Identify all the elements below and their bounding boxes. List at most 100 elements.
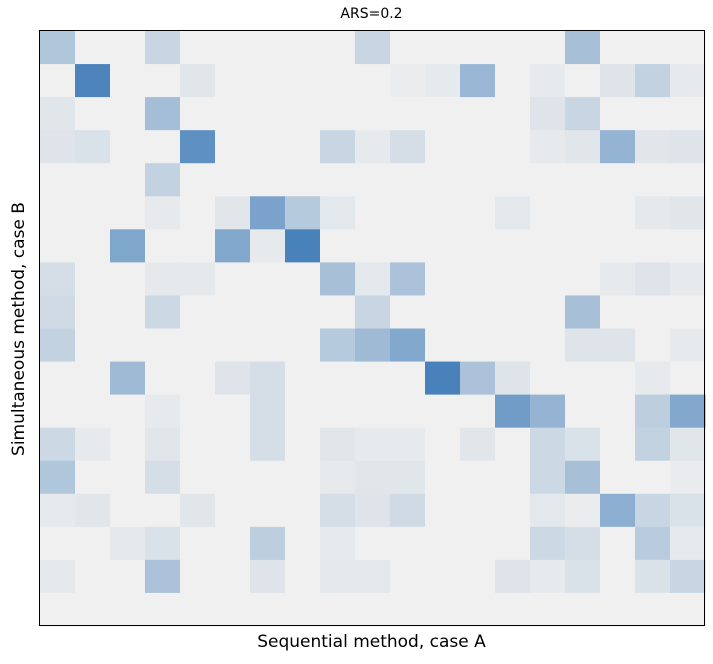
heatmap-cell bbox=[250, 130, 286, 164]
heatmap-cell bbox=[390, 361, 426, 396]
heatmap-cell bbox=[285, 196, 321, 230]
heatmap-cell bbox=[40, 460, 76, 495]
heatmap-cell bbox=[110, 592, 146, 627]
heatmap-cell bbox=[75, 97, 111, 131]
heatmap-cell bbox=[145, 163, 181, 197]
heatmap-cell bbox=[320, 229, 356, 263]
heatmap-cell bbox=[530, 427, 566, 462]
heatmap-cell bbox=[250, 163, 286, 197]
heatmap-cell bbox=[600, 592, 636, 627]
heatmap-cell bbox=[75, 328, 111, 363]
heatmap-cell bbox=[180, 262, 216, 297]
heatmap-cell bbox=[670, 526, 706, 561]
heatmap-cell bbox=[180, 295, 216, 330]
heatmap-cell bbox=[215, 262, 251, 297]
heatmap-cell bbox=[320, 97, 356, 131]
heatmap-cell bbox=[425, 97, 461, 131]
heatmap-cell bbox=[110, 460, 146, 495]
heatmap-cell bbox=[495, 163, 531, 197]
heatmap-cell bbox=[320, 328, 356, 363]
heatmap-cell bbox=[460, 229, 496, 263]
heatmap-cell bbox=[40, 163, 76, 197]
heatmap-cell bbox=[355, 97, 391, 131]
heatmap-cell bbox=[215, 163, 251, 197]
heatmap-cell bbox=[320, 295, 356, 330]
heatmap-cell bbox=[390, 163, 426, 197]
heatmap-cell bbox=[250, 196, 286, 230]
heatmap-cell bbox=[285, 361, 321, 396]
heatmap-cell bbox=[425, 427, 461, 462]
heatmap-cell bbox=[530, 229, 566, 263]
heatmap-cell bbox=[425, 460, 461, 495]
heatmap-cell bbox=[250, 526, 286, 561]
heatmap-cell bbox=[460, 295, 496, 330]
heatmap-cell bbox=[180, 130, 216, 164]
heatmap-cell bbox=[215, 493, 251, 528]
heatmap-cell bbox=[565, 196, 601, 230]
heatmap-cell bbox=[565, 361, 601, 396]
heatmap-cell bbox=[40, 493, 76, 528]
heatmap-cell bbox=[250, 427, 286, 462]
heatmap-cell bbox=[75, 460, 111, 495]
heatmap-cell bbox=[565, 229, 601, 263]
heatmap-cell bbox=[75, 361, 111, 396]
heatmap-cell bbox=[565, 130, 601, 164]
heatmap-cell bbox=[635, 493, 671, 528]
heatmap-cell bbox=[600, 229, 636, 263]
heatmap-cell bbox=[215, 97, 251, 131]
heatmap-cell bbox=[285, 262, 321, 297]
heatmap-cell bbox=[460, 130, 496, 164]
heatmap-cell bbox=[390, 559, 426, 594]
heatmap-cell bbox=[635, 328, 671, 363]
heatmap-cell bbox=[355, 163, 391, 197]
heatmap-cell bbox=[530, 460, 566, 495]
heatmap-cell bbox=[600, 328, 636, 363]
heatmap-cell bbox=[250, 361, 286, 396]
heatmap-cell bbox=[75, 394, 111, 429]
heatmap-cell bbox=[600, 31, 636, 65]
heatmap-cell bbox=[530, 559, 566, 594]
heatmap-cell bbox=[285, 592, 321, 627]
heatmap-cell bbox=[180, 361, 216, 396]
heatmap-cell bbox=[180, 163, 216, 197]
heatmap-cell bbox=[425, 64, 461, 98]
heatmap-cell bbox=[355, 130, 391, 164]
heatmap-cell bbox=[530, 394, 566, 429]
heatmap-cell bbox=[215, 526, 251, 561]
heatmap-cell bbox=[635, 460, 671, 495]
heatmap-cell bbox=[75, 493, 111, 528]
heatmap-cell bbox=[565, 394, 601, 429]
heatmap-cell bbox=[320, 394, 356, 429]
heatmap-cell bbox=[75, 196, 111, 230]
heatmap-cell bbox=[495, 493, 531, 528]
heatmap-cell bbox=[110, 64, 146, 98]
heatmap-cell bbox=[110, 295, 146, 330]
heatmap-cell bbox=[600, 526, 636, 561]
heatmap-cell bbox=[180, 196, 216, 230]
heatmap-cell bbox=[425, 559, 461, 594]
heatmap-cell bbox=[670, 31, 706, 65]
heatmap-cell bbox=[250, 460, 286, 495]
heatmap-cell bbox=[635, 427, 671, 462]
heatmap-cell bbox=[215, 592, 251, 627]
heatmap-cell bbox=[145, 262, 181, 297]
heatmap-cell bbox=[145, 460, 181, 495]
heatmap-cell bbox=[390, 328, 426, 363]
heatmap-cell bbox=[495, 328, 531, 363]
heatmap-cell bbox=[180, 427, 216, 462]
heatmap-cell bbox=[215, 295, 251, 330]
heatmap-cell bbox=[250, 328, 286, 363]
heatmap-cell bbox=[390, 526, 426, 561]
heatmap-cell bbox=[635, 97, 671, 131]
heatmap-cell bbox=[180, 559, 216, 594]
heatmap-cell bbox=[145, 64, 181, 98]
heatmap-cell bbox=[355, 262, 391, 297]
heatmap-cell bbox=[390, 130, 426, 164]
heatmap-cell bbox=[635, 163, 671, 197]
heatmap-cell bbox=[425, 229, 461, 263]
heatmap-cell bbox=[600, 361, 636, 396]
heatmap-cell bbox=[40, 295, 76, 330]
heatmap-cell bbox=[145, 427, 181, 462]
heatmap-cell bbox=[355, 196, 391, 230]
heatmap-cell bbox=[285, 64, 321, 98]
